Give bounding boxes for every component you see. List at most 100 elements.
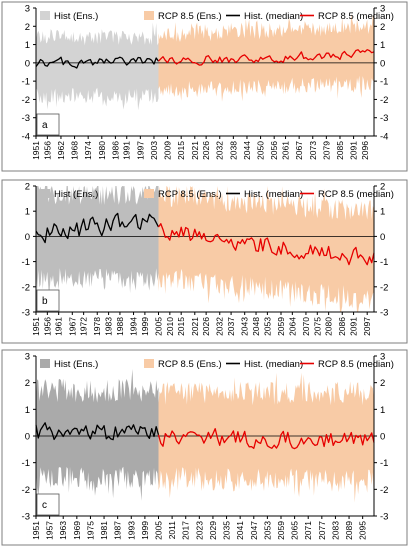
- y-tick-label-left: -2: [22, 282, 30, 293]
- x-tick-label: 2038: [228, 141, 238, 160]
- legend-rcp-ens-label: RCP 8.5 (Ens.): [158, 11, 222, 22]
- legend-hist-ens-label: Hist (Ens.): [54, 11, 98, 22]
- x-tick-label: 2071: [303, 521, 313, 540]
- hist-ensemble-band: [36, 186, 159, 294]
- y-tick-label-right: 0: [380, 58, 385, 69]
- y-tick-label-left: 2: [25, 22, 30, 33]
- x-tick-label: 1974: [83, 141, 93, 160]
- y-tick-label-right: 0: [380, 432, 385, 443]
- hist-ensemble-band: [36, 369, 159, 501]
- panel-label-box: [36, 493, 60, 516]
- y-tick-label-left: 0: [25, 58, 30, 69]
- y-tick-label-right: -1: [380, 458, 388, 469]
- chart-panel-a: -4 -4 -3 -3 -2 -2 -1 -1 0 0 1 1 2 2 3 3 1951 1956 1962 1968…: [1, 1, 408, 172]
- legend-rcp-ens-label: RCP 8.5 (Ens.): [158, 189, 222, 200]
- x-tick-label: 2009: [163, 141, 173, 160]
- x-tick-label: 1957: [45, 521, 55, 540]
- x-tick-label: 1956: [42, 317, 52, 336]
- y-tick-label-right: 1: [380, 207, 385, 218]
- x-tick-label: 1972: [79, 317, 89, 336]
- x-tick-label: 1951: [31, 141, 41, 160]
- y-tick-label-right: -2: [380, 282, 388, 293]
- x-tick-label: 2010: [165, 317, 175, 336]
- rcp85-ensemble-band: [158, 372, 374, 503]
- x-tick-label: 2026: [201, 317, 211, 336]
- y-tick-label-right: -3: [380, 512, 388, 523]
- y-tick-label-left: -3: [22, 308, 30, 319]
- x-tick-label: 1983: [104, 317, 114, 336]
- x-tick-label: 1978: [92, 317, 102, 336]
- y-tick-label-left: 1: [25, 405, 30, 416]
- y-tick-label-left: -3: [22, 512, 30, 523]
- x-tick-label: 2053: [262, 317, 272, 336]
- y-tick-label-left: -1: [22, 458, 30, 469]
- legend-rcp-ens-swatch: [144, 359, 154, 368]
- x-tick-label: 2032: [215, 141, 225, 160]
- y-tick-label-left: -2: [22, 485, 30, 496]
- y-tick-label-left: 1: [25, 40, 30, 51]
- y-tick-label-right: 2: [380, 22, 385, 33]
- y-tick-label-right: 1: [380, 405, 385, 416]
- panel-label-box: [36, 289, 60, 312]
- y-tick-label-left: -1: [22, 257, 30, 268]
- x-tick-label: 1997: [135, 141, 145, 160]
- y-tick-label-right: 0: [380, 232, 385, 243]
- x-tick-label: 1956: [42, 141, 52, 160]
- x-tick-label: 1986: [110, 141, 120, 160]
- x-tick-label: 2035: [222, 521, 232, 540]
- y-tick-label-right: 3: [380, 4, 385, 15]
- x-tick-label: 2026: [201, 141, 211, 160]
- x-tick-label: 1981: [99, 521, 109, 540]
- x-tick-label: 1987: [113, 521, 123, 540]
- y-tick-label-left: 1: [25, 207, 30, 218]
- y-tick-label-left: -1: [22, 77, 30, 88]
- x-tick-label: 1967: [67, 317, 77, 336]
- legend-hist-ens-label: Hist (Ens.): [54, 189, 98, 200]
- legend-rcp-median-label: RCP 8.5 (median): [318, 11, 394, 22]
- x-tick-label: 2005: [153, 317, 163, 336]
- y-tick-label-left: 0: [25, 232, 30, 243]
- x-tick-label: 2091: [349, 317, 359, 336]
- y-tick-label-left: -3: [22, 113, 30, 124]
- x-tick-label: 2085: [335, 141, 345, 160]
- x-tick-label: 2029: [208, 521, 218, 540]
- x-tick-label: 2017: [181, 521, 191, 540]
- x-tick-label: 1980: [97, 141, 107, 160]
- x-tick-label: 2070: [301, 317, 311, 336]
- x-tick-label: 2015: [176, 317, 186, 336]
- panel-label: c: [42, 500, 47, 511]
- hist-ensemble-band: [36, 22, 159, 111]
- y-tick-label-right: 2: [380, 182, 385, 193]
- x-tick-label: 2059: [276, 317, 286, 336]
- x-tick-label: 2048: [251, 317, 261, 336]
- x-tick-label: 1988: [115, 317, 125, 336]
- y-tick-label-right: -4: [380, 132, 388, 143]
- x-tick-label: 2043: [240, 317, 250, 336]
- x-tick-label: 1991: [122, 141, 132, 160]
- x-tick-label: 2037: [226, 317, 236, 336]
- y-tick-label-left: -4: [22, 132, 30, 143]
- x-tick-label: 1994: [129, 317, 139, 336]
- legend-rcp-median-label: RCP 8.5 (median): [318, 359, 394, 370]
- x-tick-label: 2097: [362, 317, 372, 336]
- x-tick-label: 2080: [324, 317, 334, 336]
- x-tick-label: 1963: [58, 521, 68, 540]
- y-tick-label-left: 3: [25, 4, 30, 15]
- x-tick-label: 2079: [321, 141, 331, 160]
- rcp85-median-line: [158, 49, 375, 66]
- x-tick-label: 2086: [337, 317, 347, 336]
- x-tick-label: 2056: [269, 141, 279, 160]
- y-tick-label-right: -1: [380, 257, 388, 268]
- legend-hist-ens-swatch: [40, 359, 50, 368]
- x-tick-label: 1969: [72, 521, 82, 540]
- legend-hist-median-label: Hist. (median): [244, 11, 303, 22]
- hist-median-line: [35, 212, 160, 244]
- legend-rcp-ens-swatch: [144, 189, 154, 198]
- legend-rcp-ens-label: RCP 8.5 (Ens.): [158, 359, 222, 370]
- x-tick-label: 1975: [85, 521, 95, 540]
- x-tick-label: 2041: [235, 521, 245, 540]
- y-tick-label-right: 2: [380, 378, 385, 389]
- x-tick-label: 1999: [140, 521, 150, 540]
- hist-median-line: [35, 422, 160, 441]
